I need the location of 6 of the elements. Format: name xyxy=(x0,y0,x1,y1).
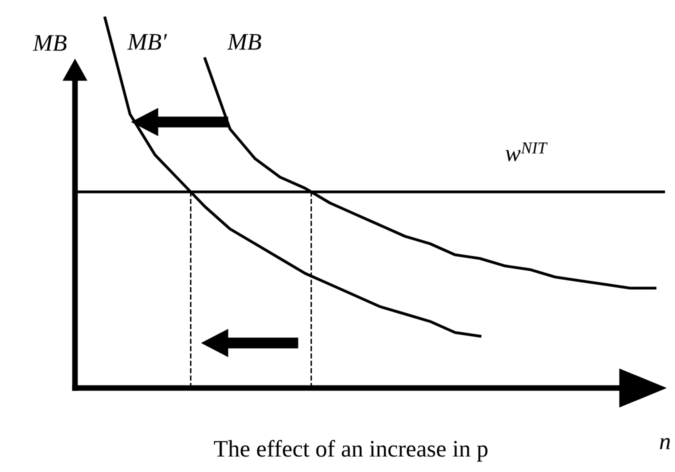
text: The effect of an increase in p xyxy=(214,440,488,462)
ref-line-label: w$^{NIT}$ xyxy=(506,142,548,162)
y-axis-title: MB xyxy=(32,35,67,51)
series-label: MB′ xyxy=(127,34,168,50)
x-axis-title: n xyxy=(660,438,670,450)
series-label: MB xyxy=(227,34,262,50)
